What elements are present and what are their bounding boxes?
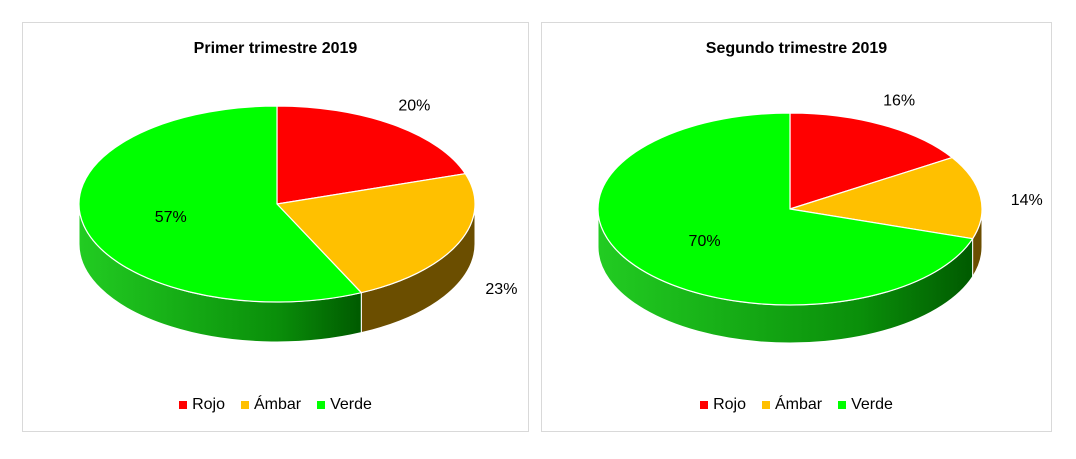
legend-label-rojo: Rojo xyxy=(192,396,225,413)
pie-data-labels: 20% 23% 57% xyxy=(155,97,518,297)
data-label-verde: 57% xyxy=(155,209,187,226)
legend-item-verde: Verde xyxy=(317,396,372,414)
data-label-rojo: 16% xyxy=(883,93,915,110)
legend-label-ambar: Ámbar xyxy=(774,396,823,413)
legend-swatch-rojo xyxy=(179,401,188,409)
pie-chart-segundo-trimestre: 16% 14% 70% xyxy=(597,93,1043,344)
legend-item-rojo: Rojo xyxy=(700,396,746,414)
chart-title: Segundo trimestre 2019 xyxy=(705,40,888,57)
chart-panel-primer-trimestre: Primer trimestre 2019 20% 23% 57% Rojo Ámb… xyxy=(22,22,529,432)
pie-slice-ámbar xyxy=(275,173,476,294)
data-label-ámbar: 14% xyxy=(1011,192,1043,209)
legend-item-verde: Verde xyxy=(838,396,893,414)
pie-top-slices xyxy=(78,105,476,303)
pie-slice-verde xyxy=(78,105,363,303)
pie-chart-primer-trimestre: 20% 23% 57% xyxy=(78,97,518,343)
pie-slice-ámbar xyxy=(789,156,983,240)
pie-slice-verde xyxy=(597,112,974,306)
legend: Rojo Ámbar Verde xyxy=(542,396,1051,414)
pie-top-slices xyxy=(597,112,983,306)
legend-swatch-verde xyxy=(838,401,847,409)
data-label-rojo: 20% xyxy=(398,97,430,114)
legend-swatch-ambar xyxy=(240,401,249,409)
legend-item-rojo: Rojo xyxy=(179,396,225,414)
legend-label-ambar: Ámbar xyxy=(253,396,302,413)
legend: Rojo Ámbar Verde xyxy=(23,396,528,414)
pie-slice-rojo xyxy=(276,105,467,205)
chart-panel-segundo-trimestre: Segundo trimestre 2019 16% 14% 70% Rojo Ám… xyxy=(541,22,1052,432)
legend-swatch-verde xyxy=(317,401,326,409)
pie-slice-rojo xyxy=(789,112,954,210)
legend-label-rojo: Rojo xyxy=(713,396,746,413)
legend-item-ambar: Ámbar xyxy=(761,396,823,414)
data-label-ámbar: 23% xyxy=(485,281,517,298)
legend-label-verde: Verde xyxy=(851,396,893,413)
chart-title: Primer trimestre 2019 xyxy=(193,40,358,57)
pie-data-labels: 16% 14% 70% xyxy=(689,93,1043,250)
legend-label-verde: Verde xyxy=(330,396,372,413)
data-label-verde: 70% xyxy=(689,233,721,250)
legend-swatch-ambar xyxy=(761,401,770,409)
legend-item-ambar: Ámbar xyxy=(240,396,302,414)
legend-swatch-rojo xyxy=(700,401,709,409)
